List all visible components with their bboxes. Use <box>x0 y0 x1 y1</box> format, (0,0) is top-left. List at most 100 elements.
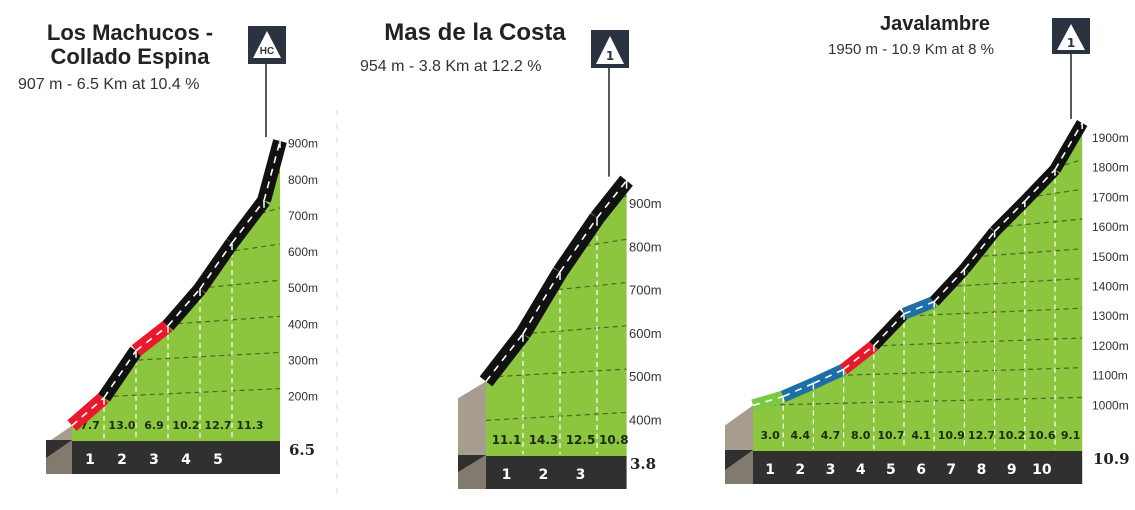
y-tick-label: 1600m <box>1092 220 1129 234</box>
y-tick-label: 500m <box>288 281 318 295</box>
road-segment <box>516 267 567 338</box>
y-tick-label: 400m <box>288 317 318 331</box>
km-label: 2 <box>117 452 127 468</box>
category-badge-label: 1 <box>606 49 614 63</box>
chart-title: Javalambre <box>880 13 990 35</box>
elevation-gridline <box>901 307 1083 317</box>
gradient-label: 12.7 <box>204 419 231 432</box>
gradient-label: 9.1 <box>1061 429 1081 442</box>
base-bar <box>458 455 627 489</box>
road-segment <box>67 392 109 431</box>
elevation-gridline <box>169 315 281 325</box>
km-label: 6 <box>916 462 926 478</box>
elevation-gridline <box>998 218 1083 228</box>
road-centerline <box>559 217 598 273</box>
terrain-area <box>753 122 1083 451</box>
road-segment <box>929 265 969 306</box>
y-tick-label: 1400m <box>1092 279 1129 293</box>
gradient-label: 8.0 <box>851 429 871 442</box>
km-label: 3 <box>149 452 159 468</box>
terrain-area <box>486 180 627 456</box>
gradient-label: 11.3 <box>236 419 263 432</box>
base-rock-edge <box>46 440 72 474</box>
road-centerline <box>903 300 935 315</box>
road-segment <box>869 309 909 350</box>
y-tick-label: 1300m <box>1092 309 1129 323</box>
base-bar <box>46 440 280 474</box>
y-tick-label: 700m <box>288 209 318 223</box>
rock-face <box>458 381 486 472</box>
elevation-gridline <box>200 279 281 289</box>
y-tick-label: 300m <box>288 353 318 367</box>
road-centerline <box>263 140 281 201</box>
km-label: 4 <box>181 452 191 468</box>
km-label: 3 <box>826 462 836 478</box>
y-tick-label: 200m <box>288 390 318 404</box>
y-tick-label: 1100m <box>1092 369 1128 383</box>
gradient-label: 12.7 <box>968 429 995 442</box>
road-centerline <box>167 288 201 327</box>
gradient-label: 13.0 <box>108 419 135 432</box>
terrain-area <box>72 141 280 440</box>
elevation-gridline <box>974 248 1083 258</box>
gradient-label: 10.2 <box>172 419 199 432</box>
km-label: 1 <box>85 452 95 468</box>
title-line-2: Collado Espina <box>51 44 211 69</box>
y-tick-label: 900m <box>629 196 662 211</box>
road-centerline <box>963 230 996 270</box>
gradient-label: 14.3 <box>529 433 559 447</box>
y-tick-label: 1700m <box>1092 190 1129 204</box>
road-centerline <box>199 242 233 290</box>
y-tick-label: 1800m <box>1092 161 1129 175</box>
km-label: 5 <box>886 462 896 478</box>
chart-subtitle: 954 m - 3.8 Km at 12.2 % <box>360 58 541 75</box>
category-badge-label: HC <box>260 46 274 57</box>
y-tick-label: 800m <box>288 173 318 187</box>
elevation-gridline <box>485 411 627 421</box>
km-label: 8 <box>977 462 987 478</box>
km-label: 1 <box>765 462 775 478</box>
category-badge-label: 1 <box>1067 36 1075 50</box>
km-label: 5 <box>213 452 223 468</box>
km-label: 9 <box>1007 462 1017 478</box>
km-label: 2 <box>795 462 805 478</box>
chart-title: Mas de la Costa <box>384 19 566 46</box>
base-bar <box>725 450 1083 484</box>
road-centerline <box>596 180 628 219</box>
total-distance-label: 6.5 <box>289 441 315 459</box>
elevation-gridline <box>104 388 281 398</box>
base-rock-edge <box>725 450 753 484</box>
gradient-label: 10.9 <box>938 429 965 442</box>
road-centerline <box>231 200 265 244</box>
category-badge: 1 <box>1052 18 1090 54</box>
gradient-label: 10.6 <box>1028 429 1055 442</box>
elevation-gridline <box>830 367 1083 377</box>
chart-title: Los Machucos -Collado Espina <box>47 20 213 69</box>
chart-subtitle: 907 m - 6.5 Km at 10.4 % <box>18 76 199 93</box>
road-centerline <box>752 395 784 407</box>
elevation-gridline <box>752 396 1083 407</box>
elevation-gridline <box>129 351 281 362</box>
elevation-gridline <box>548 281 627 292</box>
total-distance-label: 3.8 <box>630 455 656 473</box>
y-tick-label: 700m <box>629 283 662 298</box>
road-segment <box>1020 165 1060 206</box>
km-label: 1 <box>502 467 512 483</box>
road-centerline <box>1054 122 1083 171</box>
elevation-gridline <box>489 368 627 378</box>
y-tick-label: 900m <box>288 137 318 151</box>
gradient-label: 4.1 <box>911 429 931 442</box>
gradient-label: 6.9 <box>144 419 164 432</box>
gradient-label: 4.7 <box>821 429 841 442</box>
km-label: 10 <box>1032 462 1052 478</box>
road-segment <box>990 196 1030 236</box>
road-centerline <box>485 333 524 382</box>
y-tick-label: 1000m <box>1092 398 1129 412</box>
km-label: 3 <box>576 467 586 483</box>
km-label: 4 <box>856 462 866 478</box>
y-tick-label: 1200m <box>1092 339 1129 353</box>
gradient-label: 4.4 <box>791 429 811 442</box>
gradient-label: 10.2 <box>998 429 1025 442</box>
